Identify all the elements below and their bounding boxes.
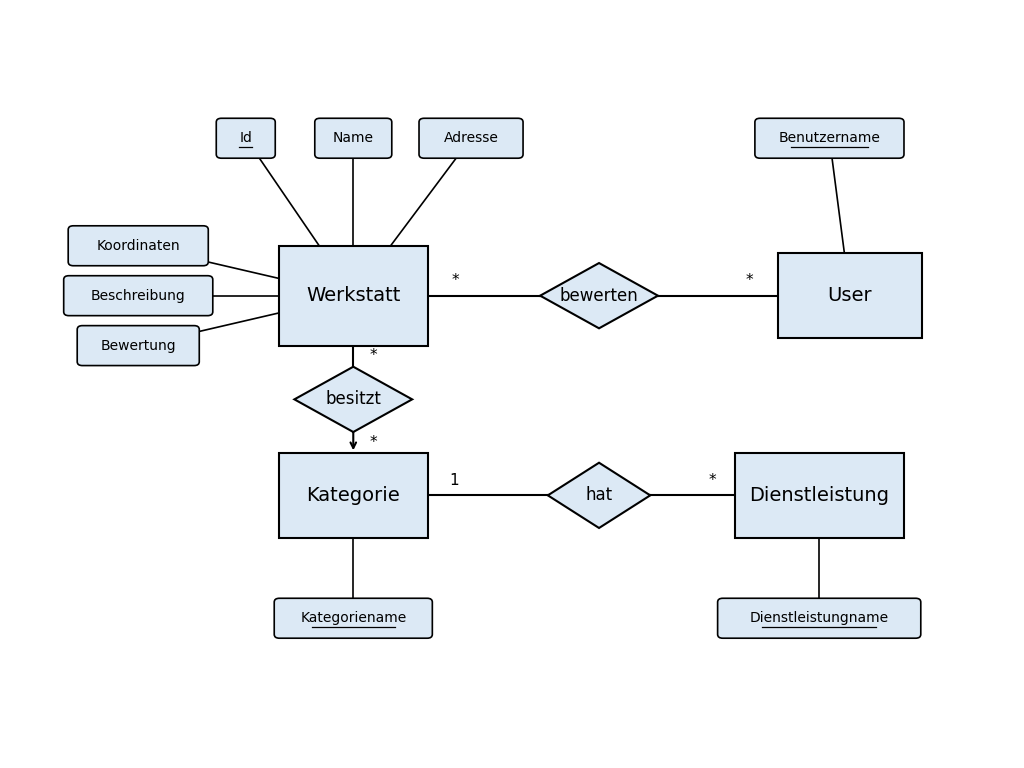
Polygon shape [541, 263, 657, 329]
Text: besitzt: besitzt [326, 390, 381, 409]
Polygon shape [548, 462, 650, 528]
Text: Kategorie: Kategorie [306, 486, 400, 505]
FancyBboxPatch shape [279, 246, 428, 346]
Text: *: * [709, 472, 716, 488]
Text: User: User [827, 286, 872, 305]
FancyBboxPatch shape [279, 453, 428, 538]
FancyBboxPatch shape [778, 253, 922, 338]
FancyBboxPatch shape [735, 453, 904, 538]
Text: Bewertung: Bewertung [100, 339, 176, 353]
Text: Dienstleistungname: Dienstleistungname [750, 611, 889, 625]
Text: Koordinaten: Koordinaten [96, 239, 180, 253]
FancyBboxPatch shape [69, 226, 208, 266]
Text: hat: hat [586, 486, 612, 505]
Text: bewerten: bewerten [560, 286, 638, 305]
Text: Dienstleistung: Dienstleistung [750, 486, 889, 505]
FancyBboxPatch shape [419, 118, 523, 158]
Polygon shape [295, 367, 412, 432]
Text: *: * [452, 273, 459, 288]
Text: Id: Id [240, 131, 252, 145]
Text: Beschreibung: Beschreibung [91, 289, 185, 303]
FancyBboxPatch shape [314, 118, 392, 158]
Text: Adresse: Adresse [443, 131, 499, 145]
FancyBboxPatch shape [755, 118, 904, 158]
Text: Werkstatt: Werkstatt [306, 286, 400, 305]
FancyBboxPatch shape [274, 598, 432, 638]
FancyBboxPatch shape [77, 326, 200, 366]
Text: *: * [370, 435, 378, 450]
FancyBboxPatch shape [216, 118, 275, 158]
Text: Name: Name [333, 131, 374, 145]
FancyBboxPatch shape [718, 598, 921, 638]
Text: Benutzername: Benutzername [778, 131, 881, 145]
FancyBboxPatch shape [63, 276, 213, 316]
Text: Kategoriename: Kategoriename [300, 611, 407, 625]
Text: *: * [370, 349, 378, 363]
Text: *: * [745, 273, 754, 288]
Text: 1: 1 [450, 472, 459, 488]
